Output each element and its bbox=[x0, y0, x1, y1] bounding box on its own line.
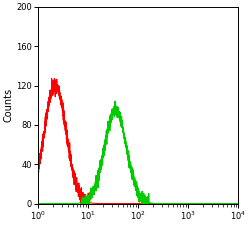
Y-axis label: Counts: Counts bbox=[4, 88, 14, 122]
